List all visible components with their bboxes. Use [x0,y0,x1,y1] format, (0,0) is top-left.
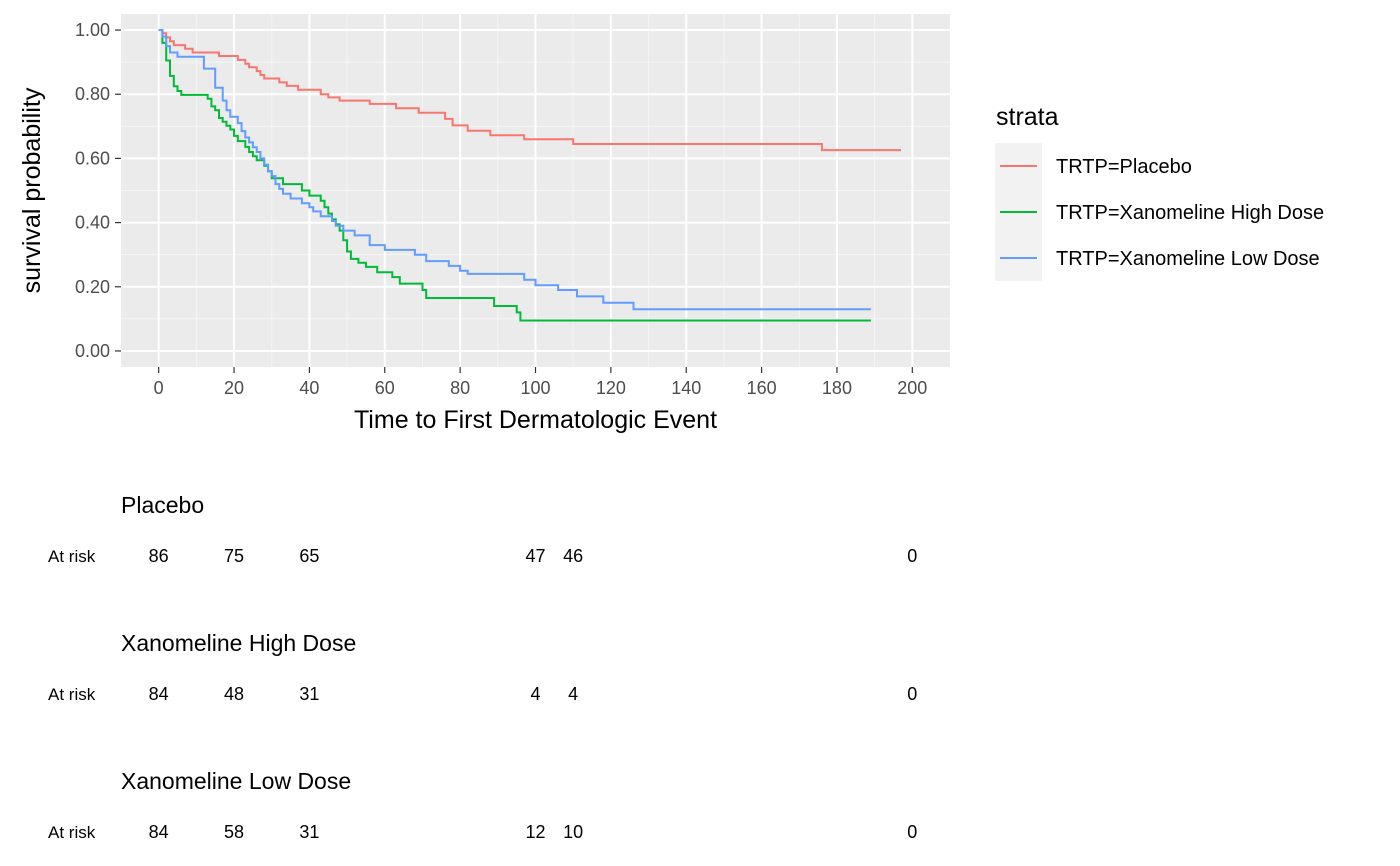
risk-group-title-2: Xanomeline Low Dose [121,768,351,794]
x-tick-label: 140 [671,378,701,398]
risk-row-label-0: At risk [48,547,96,566]
risk-group-title-1: Xanomeline High Dose [121,630,356,656]
risk-count-2-1: 58 [224,822,244,842]
legend-label-0: TRTP=Placebo [1056,156,1192,178]
series-line-1 [158,29,871,322]
risk-count-2-2: 31 [299,822,319,842]
risk-count-0-0: 86 [149,546,169,566]
risk-row-label-2: At risk [48,823,96,842]
y-tick-label: 0.20 [75,277,110,297]
risk-count-0-2: 65 [299,546,319,566]
x-tick-label: 200 [897,378,927,398]
x-tick-label: 180 [822,378,852,398]
series-line-0 [158,29,901,152]
x-tick-label: 60 [375,378,395,398]
risk-count-1-2: 31 [299,684,319,704]
y-tick-label: 0.40 [75,213,110,233]
risk-count-0-5: 0 [907,546,917,566]
x-tick-label: 0 [154,378,164,398]
y-tick-label: 0.60 [75,148,110,168]
risk-count-2-3: 12 [525,822,545,842]
legend-label-1: TRTP=Xanomeline High Dose [1056,202,1324,224]
x-tick-label: 20 [224,378,244,398]
risk-count-0-3: 47 [525,546,545,566]
legend: strata TRTP=Placebo TRTP=Xanomeline High D… [995,103,1324,281]
risk-count-1-4: 4 [568,684,578,704]
risk-count-0-1: 75 [224,546,244,566]
risk-count-2-0: 84 [149,822,169,842]
risk-count-1-3: 4 [530,684,540,704]
x-tick-label: 160 [747,378,777,398]
x-tick-label: 120 [596,378,626,398]
legend-label-2: TRTP=Xanomeline Low Dose [1056,248,1320,270]
x-axis-title: Time to First Dermatologic Event [354,406,717,434]
risk-count-0-4: 46 [563,546,583,566]
legend-title: strata [996,103,1059,131]
y-tick-label: 0.00 [75,341,110,361]
risk-row-label-1: At risk [48,685,96,704]
risk-count-2-5: 0 [907,822,917,842]
plot-area: 0 20 40 60 80 100 120 140 160 180 200 0.00 0.20 0.40 0… [18,14,950,434]
y-tick-label: 1.00 [75,20,110,40]
x-tick-label: 80 [450,378,470,398]
y-axis-title: survival probability [18,87,46,293]
risk-group-title-0: Placebo [121,492,204,518]
x-tick-label: 40 [299,378,319,398]
series-line-2 [158,29,871,311]
x-tick-label: 100 [520,378,550,398]
risk-count-1-1: 48 [224,684,244,704]
risk-table: Placebo At risk 86 75 65 47 46 0 Xanomeline High… [48,492,917,842]
risk-count-1-0: 84 [149,684,169,704]
y-tick-label: 0.80 [75,84,110,104]
risk-count-2-4: 10 [563,822,583,842]
risk-count-1-5: 0 [907,684,917,704]
